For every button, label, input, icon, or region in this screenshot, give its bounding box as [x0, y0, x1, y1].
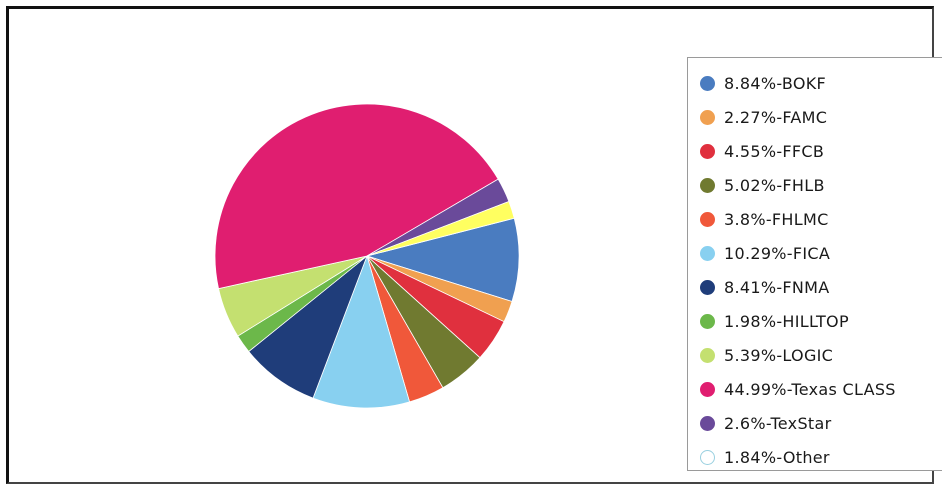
legend-label: 2.27%-FAMC	[724, 107, 828, 127]
legend-swatch	[700, 415, 715, 431]
pie-slice-other	[366, 200, 515, 257]
legend-label: 8.84%-BOKF	[724, 73, 827, 93]
legend-item: 4.55%-FFCB	[688, 134, 942, 168]
legend-item: 2.6%-TexStar	[688, 406, 942, 440]
legend-label: 44.99%-Texas CLASS	[724, 379, 896, 399]
legend-swatch	[700, 449, 715, 465]
legend-item: 10.29%-FICA	[688, 236, 942, 270]
legend-swatch	[700, 381, 715, 397]
pie-slice-bokf	[365, 217, 520, 303]
legend-swatch	[700, 177, 715, 193]
legend-item: 2.27%-FAMC	[688, 100, 942, 134]
legend-item: 8.84%-BOKF	[688, 66, 942, 100]
pie-slice-fica	[312, 254, 411, 409]
legend-label: 2.6%-TexStar	[724, 413, 832, 433]
legend-label: 5.39%-LOGIC	[724, 345, 834, 365]
legend-swatch	[700, 245, 715, 261]
pie-chart	[214, 103, 520, 409]
legend-swatch	[700, 279, 715, 295]
legend-item: 1.98%-HILLTOP	[688, 304, 942, 338]
legend-label: 1.84%-Other	[724, 447, 830, 467]
legend-label: 4.55%-FFCB	[724, 141, 825, 161]
pie-slice-texas-class	[214, 103, 499, 290]
legend-swatch	[700, 75, 715, 91]
legend-label: 5.02%-FHLB	[724, 175, 825, 195]
legend-item: 8.41%-FNMA	[688, 270, 942, 304]
legend-swatch	[700, 109, 715, 125]
legend-item: 44.99%-Texas CLASS	[688, 372, 942, 406]
legend-label: 1.98%-HILLTOP	[724, 311, 849, 331]
legend-swatch	[700, 211, 715, 227]
legend-swatch	[700, 347, 715, 363]
legend-label: 8.41%-FNMA	[724, 277, 830, 297]
legend-item: 5.02%-FHLB	[688, 168, 942, 202]
legend-item: 1.84%-Other	[688, 440, 942, 474]
legend-item: 5.39%-LOGIC	[688, 338, 942, 372]
chart-frame: 8.84%-BOKF 2.27%-FAMC 4.55%-FFCB 5.02%-FHLB…	[6, 6, 942, 484]
legend-label: 3.8%-FHLMC	[724, 209, 829, 229]
legend-label: 10.29%-FICA	[724, 243, 831, 263]
legend: 8.84%-BOKF 2.27%-FAMC 4.55%-FFCB 5.02%-FHLB…	[687, 57, 942, 471]
legend-swatch	[700, 143, 715, 159]
legend-swatch	[700, 313, 715, 329]
legend-item: 3.8%-FHLMC	[688, 202, 942, 236]
